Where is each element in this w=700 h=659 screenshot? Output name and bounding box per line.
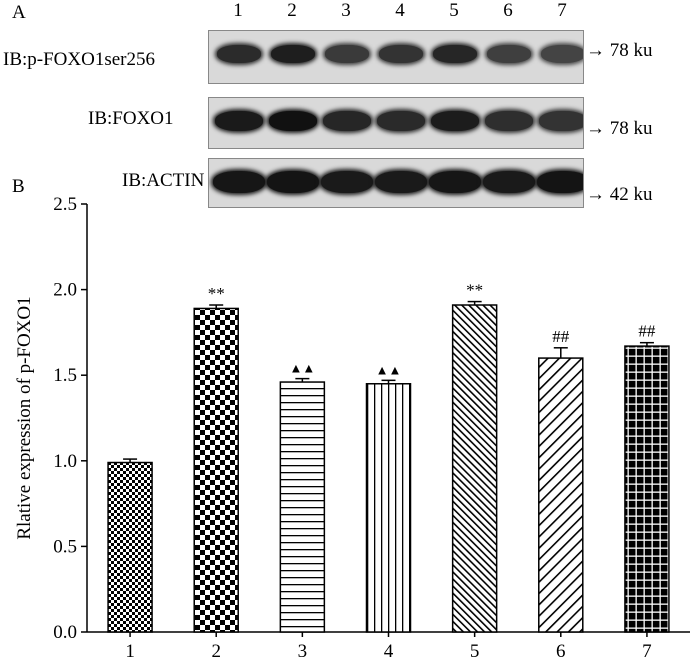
- y-tick-label: 1.5: [53, 365, 77, 386]
- bar-3: [279, 381, 326, 633]
- lane-number-3: 3: [341, 0, 351, 21]
- y-tick-label: 0.5: [53, 536, 77, 557]
- significance-marker-5: **: [466, 281, 483, 300]
- bar-1: [107, 461, 153, 633]
- y-tick-label: 1.0: [53, 451, 77, 472]
- x-tick-label: 6: [556, 641, 566, 659]
- blot-strip-foxo1: [208, 97, 584, 149]
- blot-band: [379, 45, 423, 63]
- lane-number-4: 4: [395, 0, 405, 21]
- blot-band: [433, 45, 477, 63]
- blot-band: [539, 111, 583, 131]
- chart-bars: ** ▲▲ ▲▲ ** ## ##: [107, 281, 670, 633]
- lane-number-6: 6: [503, 0, 513, 21]
- blot-band: [377, 111, 425, 131]
- lane-number-5: 5: [449, 0, 459, 21]
- significance-marker-4: ▲▲: [376, 362, 402, 377]
- x-tick-label: 2: [211, 641, 221, 659]
- lane-number-1: 1: [233, 0, 243, 21]
- x-tick-label: 7: [642, 641, 652, 659]
- x-tick-label: 4: [384, 641, 394, 659]
- blot-label-p-foxo1: IB:p-FOXO1ser256: [3, 49, 155, 70]
- significance-marker-6: ##: [552, 327, 570, 346]
- bar-5: [451, 304, 498, 633]
- bar-7: [624, 345, 670, 633]
- panel-a-label: A: [12, 2, 26, 23]
- blot-band: [267, 171, 319, 193]
- blot-band: [375, 171, 427, 193]
- blot-strip-actin: [208, 158, 584, 208]
- marker-foxo1: → 78 ku: [586, 118, 653, 139]
- marker-p-foxo1: → 78 ku: [586, 40, 653, 61]
- blot-band: [325, 45, 369, 63]
- marker-actin: → 42 ku: [586, 184, 653, 205]
- blot-band: [483, 171, 535, 193]
- blot-band: [215, 111, 263, 131]
- y-axis-label: Rlative expression of p-FOXO1: [14, 296, 35, 539]
- blot-band: [217, 45, 261, 63]
- bar-4: [365, 383, 412, 633]
- blot-band: [323, 111, 371, 131]
- y-tick-label: 2.0: [53, 280, 77, 301]
- blot-band: [269, 111, 317, 131]
- bar-6: [538, 357, 584, 633]
- blot-band: [487, 45, 531, 63]
- panel-b-label: B: [12, 176, 25, 197]
- significance-marker-2: **: [208, 284, 225, 303]
- lane-number-2: 2: [287, 0, 297, 21]
- blot-label-actin: IB:ACTIN: [122, 170, 205, 191]
- blot-band: [537, 171, 583, 193]
- blot-label-foxo1: IB:FOXO1: [88, 108, 174, 129]
- bar-2: [193, 307, 239, 633]
- x-tick-label: 3: [298, 641, 308, 659]
- x-tick-label: 1: [125, 641, 135, 659]
- blot-band: [541, 45, 583, 63]
- significance-marker-3: ▲▲: [289, 361, 315, 376]
- significance-marker-7: ##: [638, 322, 656, 341]
- blot-band: [321, 171, 373, 193]
- y-tick-label: 2.5: [53, 194, 77, 215]
- blot-band: [213, 171, 265, 193]
- blot-strip-p-foxo1: [208, 30, 584, 84]
- blot-band: [431, 111, 479, 131]
- blot-band: [429, 171, 481, 193]
- blot-band: [485, 111, 533, 131]
- y-tick-label: 0.0: [53, 622, 77, 643]
- blot-band: [271, 45, 315, 63]
- lane-number-7: 7: [557, 0, 567, 21]
- chart-axes: 0.0 0.5 1.0 1.5 2.0 2.5 1 2 3 4 5 6 7: [53, 194, 690, 659]
- x-tick-label: 5: [470, 641, 480, 659]
